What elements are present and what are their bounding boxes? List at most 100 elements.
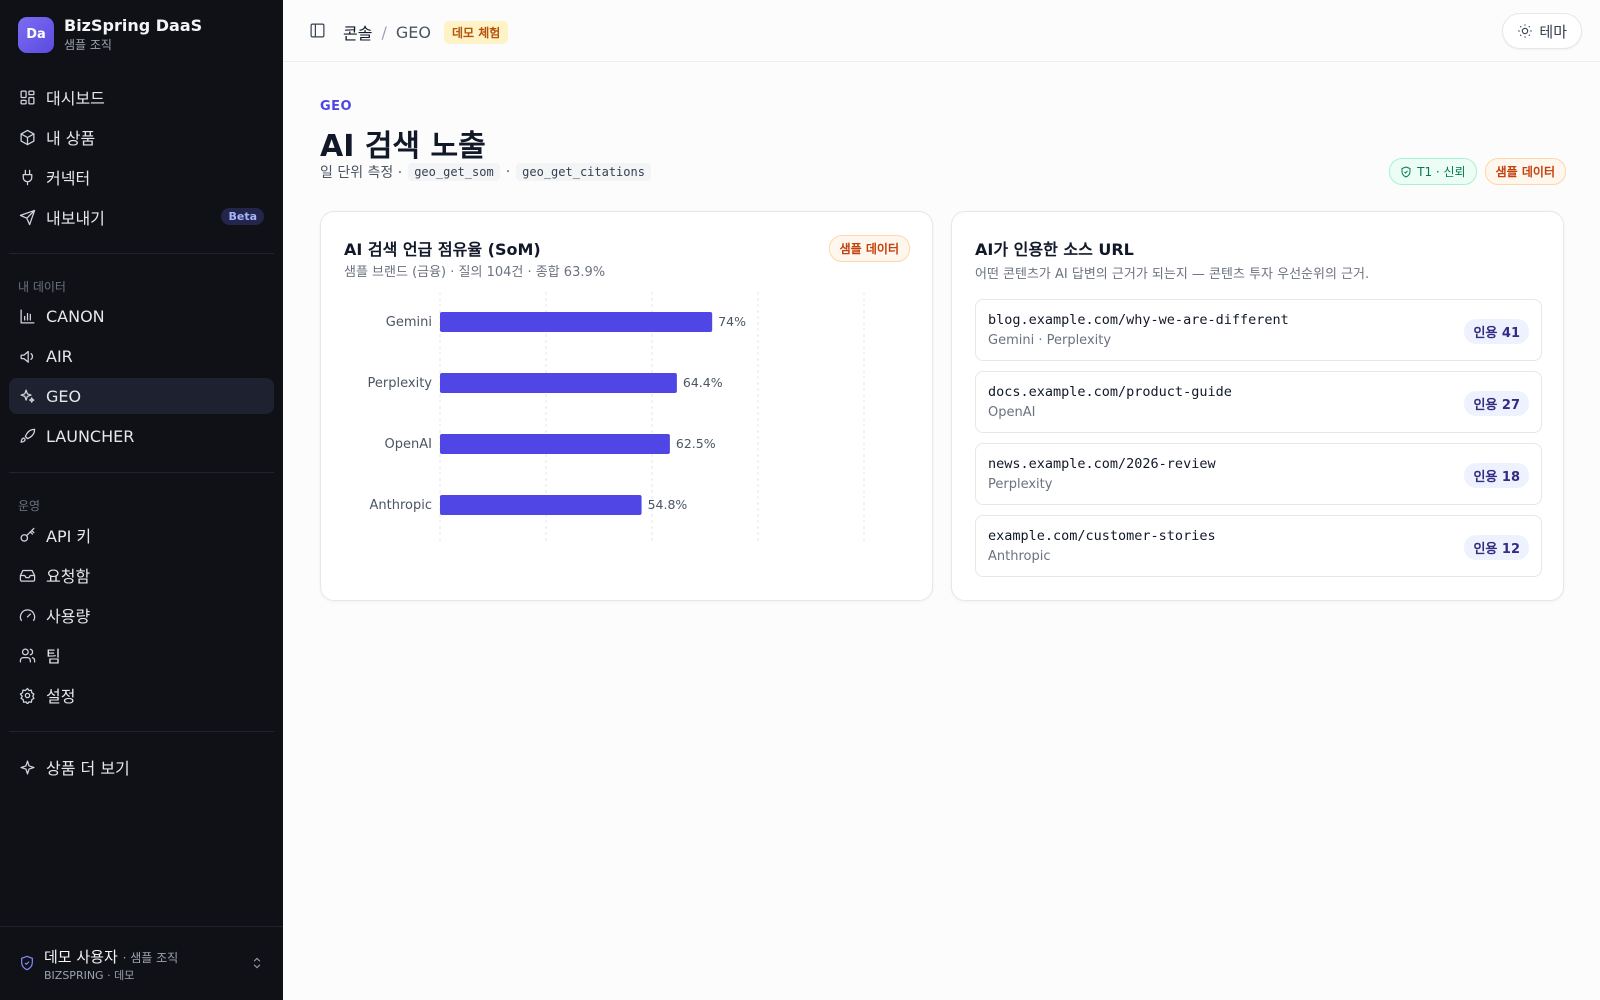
user-org: · 샘플 조직 xyxy=(122,951,179,965)
sidebar-item-label: 내보내기 xyxy=(46,209,105,228)
breadcrumb: 콘솔 / GEO 데모 체험 xyxy=(343,20,509,44)
sidebar-item-settings[interactable]: 설정 xyxy=(9,677,274,713)
shield-icon xyxy=(19,955,35,975)
bar-chart-icon xyxy=(19,308,36,325)
sidebar-divider xyxy=(9,253,274,254)
sidebar-item-launcher[interactable]: LAUNCHER xyxy=(9,418,274,454)
citation-sources: Anthropic xyxy=(988,549,1051,564)
citation-url[interactable]: news.example.com/2026-review xyxy=(988,456,1216,472)
code-tag-som: geo_get_som xyxy=(408,163,500,181)
gear-icon xyxy=(19,687,36,704)
page-pills: T1 · 신뢰 샘플 데이터 xyxy=(1389,158,1566,185)
sidebar-item-air[interactable]: AIR xyxy=(9,338,274,374)
chart-value-label: 62.5% xyxy=(676,436,716,451)
sidebar-toggle-icon[interactable] xyxy=(309,22,326,43)
sidebar-item-export[interactable]: 내보내기 Beta xyxy=(9,199,274,235)
theme-label: 테마 xyxy=(1539,22,1567,41)
sidebar-item-label: GEO xyxy=(46,386,82,406)
citation-sources: Perplexity xyxy=(988,477,1053,492)
chart-value-label: 54.8% xyxy=(648,497,688,512)
sidebar-item-label: LAUNCHER xyxy=(46,426,135,446)
citations-card-title: AI가 인용한 소스 URL xyxy=(975,240,1134,259)
page-title: AI 검색 노출 xyxy=(320,129,486,164)
citation-url[interactable]: blog.example.com/why-we-are-different xyxy=(988,312,1289,328)
send-icon xyxy=(19,209,36,226)
chart-category-label: OpenAI xyxy=(385,437,432,452)
sidebar-item-inbox[interactable]: 요청함 xyxy=(9,557,274,593)
citation-row[interactable]: news.example.com/2026-review Perplexity … xyxy=(975,443,1542,505)
breadcrumb-root[interactable]: 콘솔 xyxy=(343,24,373,43)
subtitle-separator: · xyxy=(505,164,511,180)
sidebar-item-dashboard[interactable]: 대시보드 xyxy=(9,79,274,115)
trust-pill-label: T1 · 신뢰 xyxy=(1417,165,1466,179)
citation-count: 인용 18 xyxy=(1464,463,1529,488)
subtitle-prefix: 일 단위 측정 · xyxy=(320,165,403,181)
sidebar-divider xyxy=(9,731,274,732)
user-role: BIZSPRING · 데모 xyxy=(44,969,135,982)
sidebar-item-label: 설정 xyxy=(46,687,76,706)
sidebar-item-usage[interactable]: 사용량 xyxy=(9,597,274,633)
shield-check-icon xyxy=(1400,165,1412,178)
key-icon xyxy=(19,527,36,544)
chart-category-label: Perplexity xyxy=(368,376,433,391)
sidebar: Da BizSpring DaaS 샘플 조직 대시보드 내 상품 커넥터 내보… xyxy=(0,0,283,1000)
chart-value-label: 64.4% xyxy=(683,375,723,390)
sidebar-item-api-keys[interactable]: API 키 xyxy=(9,517,274,553)
sidebar-item-more-products[interactable]: 상품 더 보기 xyxy=(9,749,274,785)
chevron-up-down-icon xyxy=(250,955,264,975)
sidebar-item-connectors[interactable]: 커넥터 xyxy=(9,159,274,195)
sample-data-pill: 샘플 데이터 xyxy=(1484,158,1566,185)
brand-name: BizSpring DaaS xyxy=(64,16,203,35)
sidebar-item-label: 팀 xyxy=(46,647,61,666)
som-bar-chart: Gemini 74% Perplexity 64.4% OpenAI 62.5% Anthr… xyxy=(368,292,865,542)
sidebar-item-label: 내 상품 xyxy=(46,129,96,148)
sidebar-item-label: 사용량 xyxy=(46,607,91,626)
citation-count: 인용 41 xyxy=(1464,319,1529,344)
user-name-text: 데모 사용자 xyxy=(44,948,118,966)
brand-logo: Da xyxy=(18,16,54,53)
page-eyebrow: GEO xyxy=(320,99,353,114)
som-card-subtitle: 샘플 브랜드 (금융) · 질의 104건 · 종합 63.9% xyxy=(344,265,606,280)
trust-pill: T1 · 신뢰 xyxy=(1389,158,1477,185)
brand-org: 샘플 조직 xyxy=(64,38,112,52)
som-card-title: AI 검색 언급 점유율 (SoM) xyxy=(344,240,541,259)
som-sample-badge: 샘플 데이터 xyxy=(828,235,910,262)
sidebar-divider xyxy=(9,472,274,473)
sidebar-item-label: 상품 더 보기 xyxy=(46,759,130,778)
sidebar-item-label: 대시보드 xyxy=(46,89,105,108)
citation-row[interactable]: blog.example.com/why-we-are-different Ge… xyxy=(975,299,1542,361)
sparkle-icon xyxy=(19,759,36,776)
users-icon xyxy=(19,647,36,664)
sidebar-item-label: 커넥터 xyxy=(46,169,91,188)
page-subtitle: 일 단위 측정 · geo_get_som · geo_get_citation… xyxy=(320,162,651,182)
sidebar-item-team[interactable]: 팀 xyxy=(9,637,274,673)
theme-button[interactable]: 테마 xyxy=(1502,13,1582,49)
sidebar-item-products[interactable]: 내 상품 xyxy=(9,119,274,155)
citation-url[interactable]: example.com/customer-stories xyxy=(988,528,1216,544)
citation-count: 인용 27 xyxy=(1464,391,1529,416)
citation-sources: Gemini · Perplexity xyxy=(988,333,1112,348)
citation-row[interactable]: example.com/customer-stories Anthropic 인… xyxy=(975,515,1542,577)
code-tag-citations: geo_get_citations xyxy=(516,163,651,181)
chart-bar xyxy=(440,495,642,515)
citation-url[interactable]: docs.example.com/product-guide xyxy=(988,384,1232,400)
citations-card-subtitle: 어떤 콘텐츠가 AI 답변의 근거가 되는지 — 콘텐츠 투자 우선순위의 근거… xyxy=(975,267,1370,282)
brand[interactable]: Da BizSpring DaaS 샘플 조직 xyxy=(18,16,202,53)
chart-bar xyxy=(440,434,670,454)
breadcrumb-current: GEO xyxy=(395,22,431,42)
citation-list: blog.example.com/why-we-are-different Ge… xyxy=(975,299,1542,587)
sidebar-item-label: CANON xyxy=(46,306,105,326)
section-label-ops: 운영 xyxy=(18,499,41,513)
demo-badge: 데모 체험 xyxy=(443,20,509,44)
sidebar-item-canon[interactable]: CANON xyxy=(9,298,274,334)
chart-bar xyxy=(440,312,713,332)
sidebar-item-geo[interactable]: GEO xyxy=(9,378,274,414)
citation-count: 인용 12 xyxy=(1464,535,1529,560)
citations-card: AI가 인용한 소스 URL 어떤 콘텐츠가 AI 답변의 근거가 되는지 — … xyxy=(951,211,1564,601)
user-name: 데모 사용자 · 샘플 조직 xyxy=(44,946,178,967)
inbox-icon xyxy=(19,567,36,584)
citation-row[interactable]: docs.example.com/product-guide OpenAI 인용… xyxy=(975,371,1542,433)
som-card: AI 검색 언급 점유율 (SoM) 샘플 브랜드 (금융) · 질의 104건… xyxy=(320,211,933,601)
user-menu[interactable]: 데모 사용자 · 샘플 조직 BIZSPRING · 데모 xyxy=(0,926,283,1000)
sidebar-item-label: 요청함 xyxy=(46,567,91,586)
